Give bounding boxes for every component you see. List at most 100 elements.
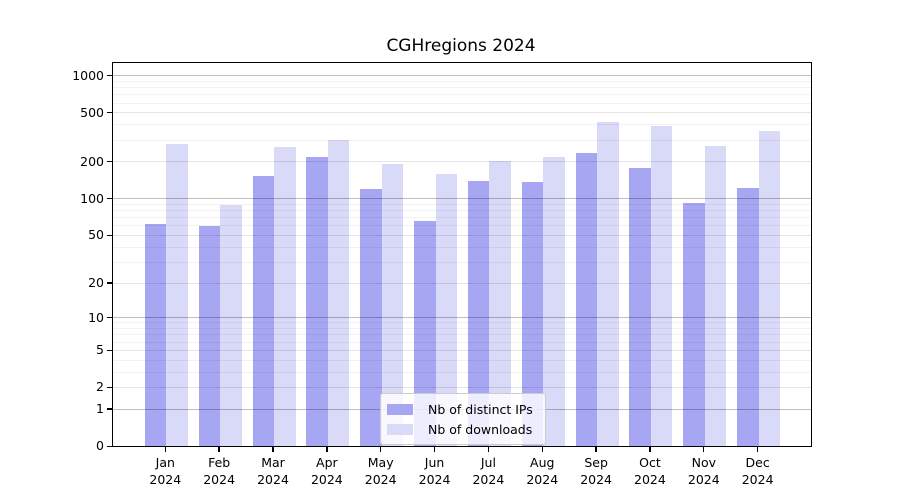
- bar-distinct-ips: [467, 181, 490, 446]
- y-tick-label: 1000: [72, 67, 104, 83]
- legend-label-distinct-ips: Nb of distinct IPs: [428, 401, 533, 417]
- minor-gridline-4: [113, 359, 811, 361]
- minor-gridline-7: [113, 334, 811, 336]
- x-tick-label: Jun 2024: [403, 455, 467, 488]
- x-tick-mark: [541, 447, 543, 452]
- bar-downloads: [381, 163, 404, 446]
- x-tick-month: Oct: [639, 455, 661, 470]
- y-tick-mark: [107, 445, 112, 448]
- x-tick-month: Jun: [424, 455, 445, 470]
- x-tick-year: 2024: [687, 471, 720, 487]
- bar-downloads: [758, 131, 781, 446]
- y-tick-label: 10: [88, 309, 104, 325]
- gridline-20: [113, 282, 811, 284]
- minor-gridline-700: [113, 94, 811, 96]
- x-tick-year: 2024: [364, 471, 397, 487]
- x-tick-label: Nov 2024: [672, 455, 736, 488]
- x-tick-mark: [649, 447, 651, 452]
- bar-distinct-ips: [521, 181, 544, 446]
- x-tick-month: Aug: [530, 455, 555, 470]
- minor-gridline-400: [113, 124, 811, 126]
- legend-swatch-downloads: [387, 423, 413, 435]
- x-tick-label: May 2024: [349, 455, 413, 488]
- x-tick-label: Sep 2024: [564, 455, 628, 488]
- x-tick-month: Mar: [261, 455, 285, 470]
- bar-downloads: [597, 122, 619, 446]
- bar-downloads: [650, 126, 673, 446]
- y-tick-label: 500: [80, 104, 104, 120]
- y-tick-mark: [107, 386, 112, 389]
- x-tick-label: Dec 2024: [726, 455, 790, 488]
- y-tick-mark: [107, 74, 112, 77]
- x-tick-year: 2024: [580, 471, 612, 487]
- gridline-50: [113, 234, 811, 236]
- minor-gridline-3: [113, 371, 811, 373]
- x-tick-mark: [756, 447, 759, 452]
- x-tick-label: Mar 2024: [241, 455, 305, 488]
- x-tick-month: Apr: [316, 455, 338, 470]
- bar-distinct-ips: [414, 221, 436, 446]
- bar-downloads: [166, 144, 188, 446]
- minor-gridline-80: [113, 210, 811, 212]
- minor-gridline-600: [113, 102, 811, 104]
- legend-label-downloads: Nb of downloads: [428, 421, 533, 437]
- x-tick-mark: [164, 447, 166, 452]
- bar-distinct-ips: [252, 175, 274, 446]
- legend-row-distinct-ips: Nb of distinct IPs: [387, 399, 533, 419]
- bar-distinct-ips: [683, 202, 705, 446]
- gridline-10: [113, 317, 811, 319]
- bar-distinct-ips: [737, 188, 759, 446]
- x-tick-mark: [433, 447, 436, 452]
- x-tick-month: Nov: [691, 455, 716, 470]
- gridline-2: [113, 387, 811, 389]
- minor-gridline-900: [113, 80, 811, 82]
- x-tick-mark: [703, 447, 705, 452]
- y-tick-label: 200: [80, 153, 104, 169]
- minor-gridline-800: [113, 87, 811, 89]
- legend: Nb of distinct IPs Nb of downloads: [380, 393, 546, 445]
- x-tick-mark: [272, 447, 274, 452]
- bar-distinct-ips: [198, 226, 221, 446]
- x-tick-label: Jan 2024: [133, 455, 197, 488]
- y-tick-label: 5: [96, 342, 104, 358]
- y-tick-mark: [107, 161, 112, 163]
- y-tick-label: 100: [80, 190, 104, 206]
- minor-gridline-60: [113, 225, 811, 227]
- x-tick-month: Jan: [155, 455, 175, 470]
- x-tick-mark: [326, 447, 328, 452]
- x-tick-mark: [218, 447, 220, 452]
- gridline-1000: [113, 75, 811, 77]
- minor-gridline-6: [113, 341, 811, 343]
- bar-distinct-ips: [575, 153, 598, 446]
- y-tick-mark: [107, 316, 112, 319]
- bar-downloads: [274, 147, 296, 446]
- y-tick-mark: [107, 282, 112, 284]
- bar-downloads: [704, 145, 727, 446]
- minor-gridline-8: [113, 328, 811, 330]
- x-tick-month: Sep: [584, 455, 608, 470]
- x-tick-year: 2024: [472, 471, 505, 487]
- x-tick-label: Oct 2024: [618, 455, 682, 488]
- bar-distinct-ips: [360, 189, 382, 446]
- y-tick-label: 0: [96, 438, 104, 454]
- y-tick-mark: [107, 234, 112, 237]
- y-tick-mark: [107, 112, 112, 114]
- bar-downloads: [220, 205, 242, 446]
- bar-downloads: [435, 173, 458, 446]
- x-tick-year: 2024: [741, 471, 774, 487]
- plot-area: Nb of distinct IPs Nb of downloads: [112, 62, 812, 447]
- x-tick-year: 2024: [203, 471, 236, 487]
- bar-downloads: [543, 157, 565, 446]
- y-tick-mark: [107, 349, 112, 351]
- x-tick-label: Apr 2024: [295, 455, 359, 488]
- bar-distinct-ips: [629, 167, 651, 446]
- y-tick-label: 50: [88, 227, 104, 243]
- gridline-5: [113, 349, 811, 351]
- y-tick-mark: [107, 197, 112, 200]
- x-tick-year: 2024: [149, 471, 182, 487]
- x-tick-label: Feb 2024: [187, 455, 251, 488]
- gridline-500: [113, 112, 811, 114]
- legend-swatch-distinct-ips: [387, 403, 413, 415]
- x-tick-year: 2024: [257, 471, 289, 487]
